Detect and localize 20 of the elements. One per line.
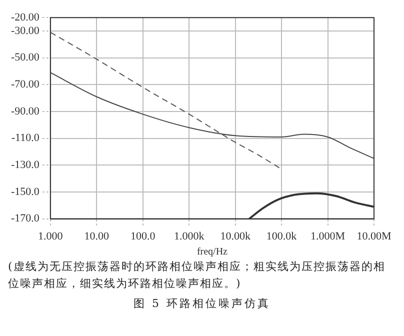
x-tick-label: 100.0 — [130, 230, 156, 242]
text: 图 5 环路相位噪声仿真 — [132, 296, 272, 311]
text: (虚线为无压控振荡器时的环路相位噪声相应；粗实线为压控振荡器的相位噪声相应，细实线为环路相位噪声相应。) — [8, 259, 386, 292]
x-tick-label: 1.000M — [310, 230, 346, 242]
y-tick-label: -50.00 — [10, 52, 40, 64]
x-tick-label: 10.00M — [356, 230, 392, 242]
x-tick-label: 1.000k — [174, 230, 205, 242]
y-tick-label: -170.0 — [10, 212, 40, 225]
y-tick-label: -130.0 — [10, 159, 40, 172]
y-tick-label: -90.00 — [10, 105, 40, 118]
x-tick-label: 1.000 — [38, 230, 64, 242]
x-tick-label: 10.00k — [220, 230, 251, 242]
y-tick-label: -150.0 — [10, 186, 40, 198]
x-axis-title: freq/Hz — [196, 246, 228, 258]
y-tick-label: -20.00 — [10, 11, 40, 24]
y-tick-label: -30.00 — [10, 24, 40, 37]
y-tick-label: -70.00 — [10, 78, 40, 91]
x-tick-label: 100.0k — [266, 230, 298, 242]
x-tick-label: 10.00 — [84, 230, 110, 242]
y-tick-label: -110.0 — [11, 132, 40, 144]
